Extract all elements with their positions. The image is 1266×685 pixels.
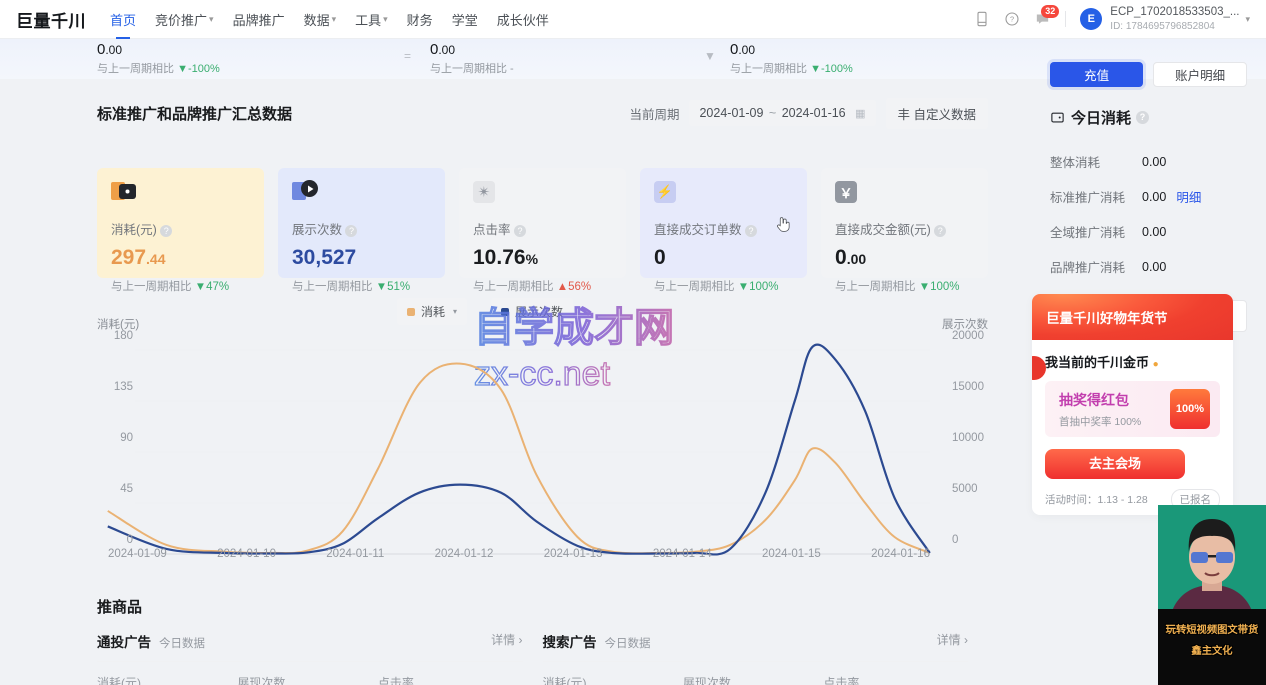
svg-text:?: ? — [1010, 15, 1014, 24]
